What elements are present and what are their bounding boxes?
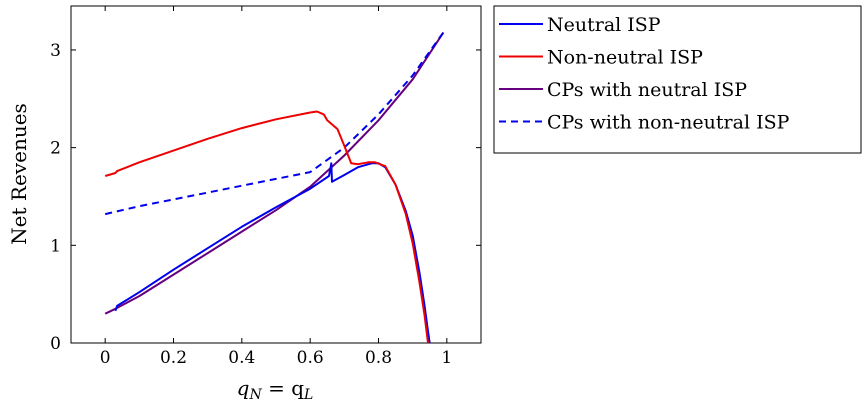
legend-label: CPs with neutral ISP xyxy=(547,79,747,101)
x-axis-label-sub-n: N xyxy=(248,387,262,403)
x-tick-label: 0.4 xyxy=(228,348,255,368)
x-tick-label: 0.8 xyxy=(365,348,392,368)
series-line-cps-with-neutral-isp xyxy=(105,32,443,313)
series-line-non-neutral-isp xyxy=(105,112,428,344)
y-tick-label: 1 xyxy=(50,236,61,256)
x-axis-label-main: q xyxy=(237,376,250,400)
x-tick-label: 0 xyxy=(100,348,111,368)
x-axis-label-equals: = q xyxy=(262,376,304,400)
axes-layer: 0 0.2 0.4 0.6 0.8 1 0 1 2 3 xyxy=(50,6,481,368)
plot-area-frame xyxy=(71,6,481,343)
legend: Neutral ISP Non-neutral ISP CPs with neutr… xyxy=(494,6,861,153)
x-axis-label-sub-l: L xyxy=(303,387,313,403)
y-tick-label: 0 xyxy=(50,334,61,354)
series-line-neutral-isp xyxy=(115,163,429,343)
legend-label: CPs with non-neutral ISP xyxy=(547,112,790,134)
y-tick-label: 3 xyxy=(50,41,61,61)
y-axis-label: Net Revenues xyxy=(7,103,31,245)
series-line-cps-with-non-neutral-isp xyxy=(105,32,443,214)
x-tick-label: 0.2 xyxy=(160,348,187,368)
y-tick-label: 2 xyxy=(50,139,61,159)
legend-label: Neutral ISP xyxy=(547,14,661,36)
series-layer xyxy=(105,32,443,343)
x-tick-label: 0.6 xyxy=(297,348,324,368)
x-tick-label: 1 xyxy=(441,348,452,368)
legend-label: Non-neutral ISP xyxy=(547,47,703,69)
x-axis-label: qN = qL xyxy=(237,376,314,403)
